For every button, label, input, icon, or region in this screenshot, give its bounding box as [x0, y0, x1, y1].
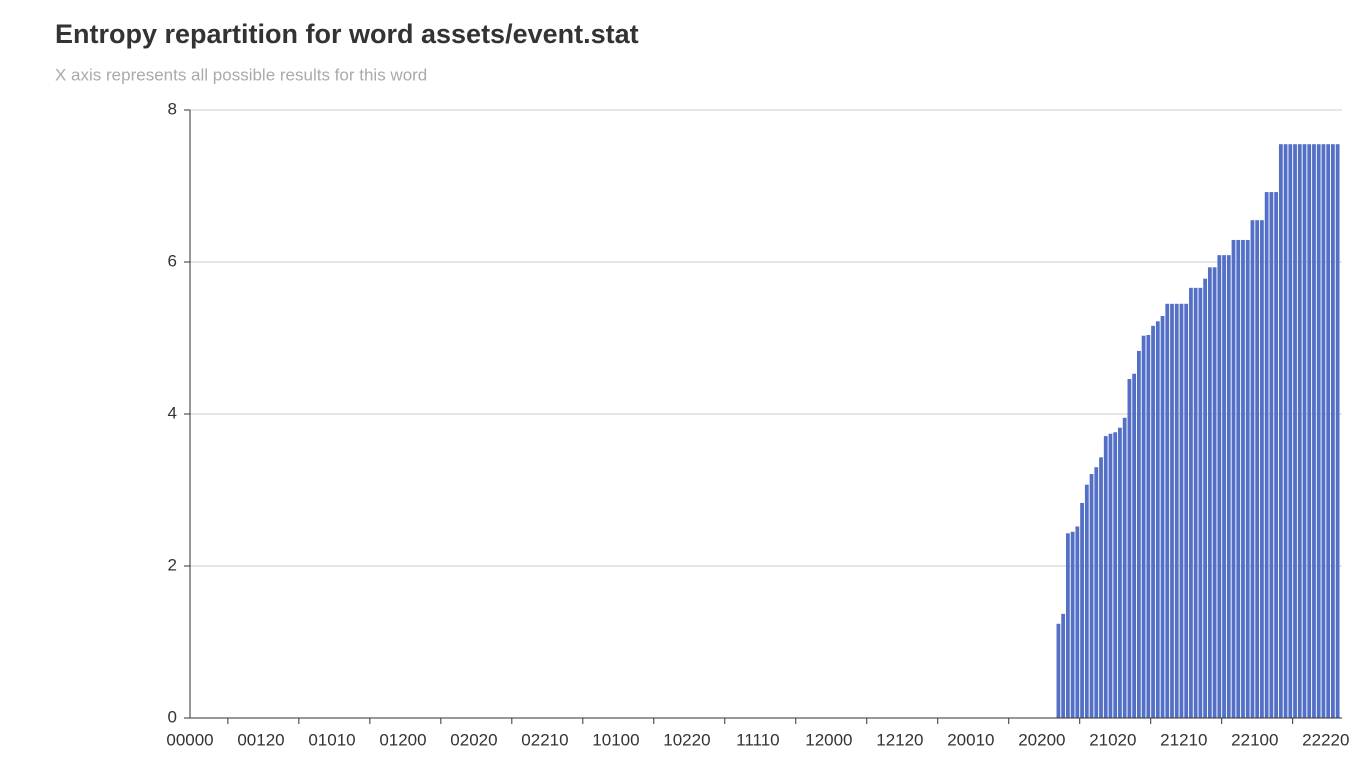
bar	[1331, 144, 1335, 718]
bar	[1184, 303, 1189, 718]
bar	[1307, 144, 1312, 718]
bar	[1132, 373, 1137, 718]
y-tick-label: 0	[168, 707, 177, 726]
bar	[1245, 239, 1250, 718]
bar	[1288, 144, 1293, 718]
bar	[1260, 220, 1264, 718]
bar	[1155, 321, 1160, 718]
bar	[1103, 436, 1108, 718]
bar	[1226, 255, 1231, 718]
bar	[1141, 335, 1146, 718]
bar	[1293, 144, 1297, 718]
x-tick-label: 01010	[308, 730, 355, 749]
bar	[1236, 239, 1241, 718]
bar	[1326, 144, 1331, 718]
y-tick-label: 6	[168, 251, 177, 270]
bar	[1198, 287, 1203, 718]
x-tick-label: 21210	[1160, 730, 1207, 749]
bar	[1065, 533, 1070, 718]
bar	[1089, 474, 1094, 718]
bar	[1108, 433, 1113, 718]
bar	[1122, 417, 1127, 718]
x-tick-label: 02020	[450, 730, 497, 749]
x-tick-label: 20010	[947, 730, 994, 749]
bar	[1056, 623, 1061, 718]
bar	[1084, 484, 1089, 718]
bar	[1146, 334, 1151, 718]
bar	[1094, 467, 1099, 718]
bar	[1080, 502, 1084, 718]
y-tick-label: 2	[168, 555, 177, 574]
chart-title: Entropy repartition for word assets/even…	[55, 19, 639, 49]
bar	[1075, 526, 1080, 718]
bar	[1070, 531, 1075, 718]
x-tick-label: 12120	[876, 730, 923, 749]
x-tick-label: 10100	[592, 730, 639, 749]
x-tick-label: 21020	[1089, 730, 1136, 749]
x-tick-label: 10220	[663, 730, 710, 749]
x-tick-label: 00120	[237, 730, 284, 749]
bar	[1335, 144, 1340, 718]
bar	[1151, 325, 1155, 718]
bar	[1241, 239, 1245, 718]
bar	[1250, 220, 1255, 718]
bar	[1203, 278, 1208, 718]
bar	[1099, 457, 1103, 718]
bar	[1316, 144, 1321, 718]
x-tick-label: 00000	[166, 730, 213, 749]
bar	[1179, 303, 1184, 718]
x-tick-label: 22220	[1302, 730, 1349, 749]
x-tick-label: 02210	[521, 730, 568, 749]
bar	[1321, 144, 1326, 718]
bar	[1217, 255, 1222, 718]
x-tick-label: 11110	[736, 730, 780, 749]
bar	[1212, 267, 1217, 718]
bar	[1264, 192, 1269, 718]
bar	[1278, 144, 1283, 718]
bar	[1207, 267, 1212, 718]
bar	[1274, 192, 1279, 718]
bar	[1302, 144, 1307, 718]
bar	[1113, 432, 1118, 718]
y-tick-label: 4	[168, 403, 177, 422]
bar	[1269, 192, 1274, 718]
bar	[1255, 220, 1260, 718]
bar	[1297, 144, 1302, 718]
bar	[1231, 239, 1236, 718]
x-tick-label: 01200	[379, 730, 426, 749]
bar	[1189, 287, 1193, 718]
bar	[1283, 144, 1288, 718]
x-tick-label: 12000	[805, 730, 852, 749]
y-tick-label: 8	[168, 99, 177, 118]
bar	[1118, 427, 1122, 718]
bar	[1312, 144, 1316, 718]
bar	[1136, 350, 1141, 718]
chart-subtitle: X axis represents all possible results f…	[55, 65, 427, 84]
x-tick-label: 20200	[1018, 730, 1065, 749]
bar	[1061, 613, 1066, 718]
bar	[1222, 255, 1226, 718]
bar	[1193, 287, 1198, 718]
bar	[1160, 315, 1165, 718]
bar	[1174, 303, 1179, 718]
bar	[1170, 303, 1174, 718]
x-tick-label: 22100	[1231, 730, 1278, 749]
bar	[1165, 303, 1170, 718]
bar	[1127, 379, 1132, 718]
